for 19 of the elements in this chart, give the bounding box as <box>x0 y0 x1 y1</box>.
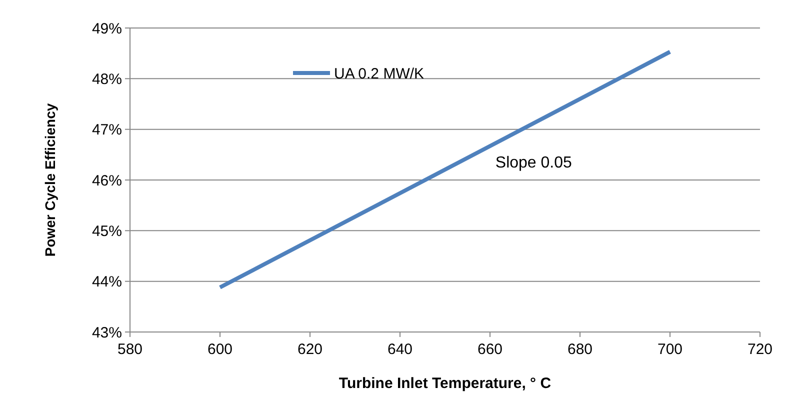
x-axis-title: Turbine Inlet Temperature, ° C <box>338 375 552 392</box>
y-tick-label: 46% <box>92 172 122 190</box>
x-tick-label: 580 <box>117 341 143 358</box>
y-tick-label: 43% <box>92 324 122 342</box>
y-tick-label: 45% <box>92 222 122 240</box>
x-tick-label: 600 <box>207 341 233 358</box>
y-tick-label: 47% <box>92 122 122 139</box>
x-tick-label: 640 <box>387 341 413 358</box>
y-tick-label: 48% <box>92 70 122 88</box>
x-tick-label: 700 <box>657 341 683 358</box>
x-tick-label: 720 <box>747 341 773 358</box>
annotation: Slope 0.05 <box>495 154 572 172</box>
y-tick-label: 44% <box>92 274 122 291</box>
x-tick-label: 620 <box>297 341 323 358</box>
x-tick-label: 660 <box>477 341 503 358</box>
y-axis-title: Power Cycle Efficiency <box>42 103 58 257</box>
legend-label: UA 0.2 MW/K <box>334 65 424 82</box>
y-tick-label: 49% <box>92 20 122 38</box>
x-tick-label: 680 <box>567 341 593 358</box>
